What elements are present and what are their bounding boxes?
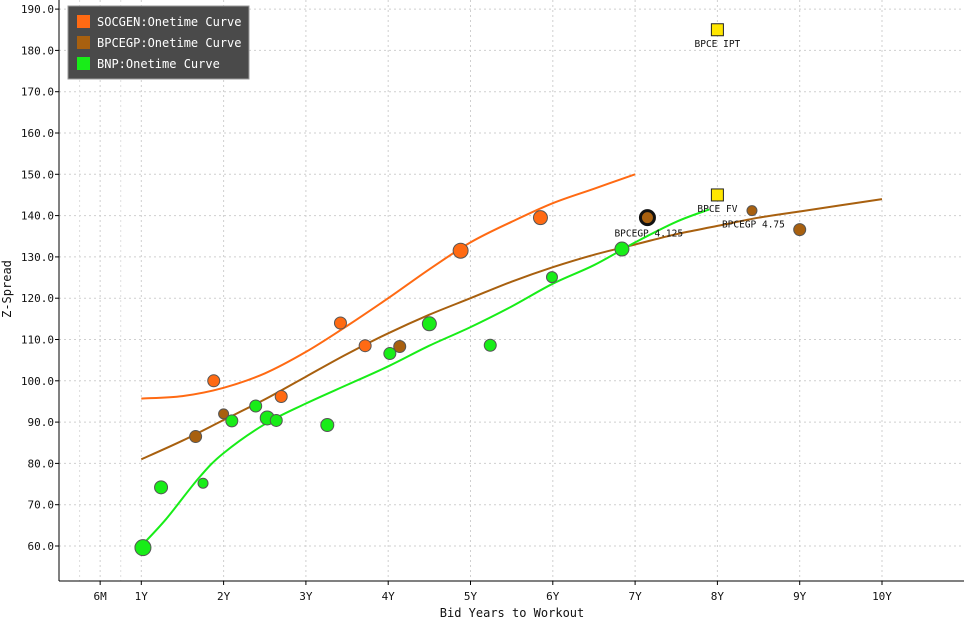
series-0-point[interactable] [532,210,548,226]
y-ticks: 60.0 70.0 80.0 90.0 100.0 110.0 120.0 130.0 140.… [21,3,59,553]
series-2-point[interactable] [269,413,283,427]
series-0-point[interactable] [358,339,372,353]
highlighted-point[interactable] [638,209,656,227]
bond-points [134,205,807,557]
fitted-curves [140,173,883,547]
y-tick-label: 60.0 [28,540,55,553]
series-2-point[interactable] [320,417,335,432]
marker-points: BPCE IPT BPCE FV [695,23,741,215]
x-tick-label: 6Y [546,590,560,603]
legend-swatch [77,15,90,28]
series-1-point[interactable] [218,408,230,420]
x-ticks: 6M 1Y 2Y 3Y 4Y 5Y 6Y 7Y 8Y 9Y 10Y [94,581,892,603]
grid [59,0,964,581]
x-tick-label: 4Y [382,590,396,603]
x-tick-label: 6M [94,590,108,603]
marker-square[interactable] [710,23,724,37]
series-2-point[interactable] [154,480,169,495]
legend-label: BNP:Onetime Curve [97,57,220,71]
legend: SOCGEN:Onetime Curve BPCEGP:Onetime Curve… [67,5,250,80]
curve-0 [141,173,636,400]
series-2-point[interactable] [614,241,630,257]
y-tick-label: 160.0 [21,127,54,140]
x-tick-label: 9Y [793,590,807,603]
curve-2 [140,208,710,547]
series-0-point[interactable] [207,374,221,388]
marker-label: BPCE FV [697,204,737,215]
annotations: BPCEGP 4.125 BPCEGP 4.75 [614,220,784,240]
legend-label: BPCEGP:Onetime Curve [97,36,242,50]
y-tick-label: 180.0 [21,44,54,57]
x-tick-label: 7Y [628,590,642,603]
y-tick-label: 110.0 [21,334,54,347]
series-0-point[interactable] [452,242,469,259]
series-2-point[interactable] [134,539,152,557]
series-2-point[interactable] [383,347,397,361]
y-tick-label: 130.0 [21,251,54,264]
y-tick-label: 90.0 [28,416,55,429]
series-2-point[interactable] [545,271,558,284]
legend-swatch [77,57,90,70]
y-tick-label: 150.0 [21,168,54,181]
curve-1 [140,198,883,461]
series-2-point[interactable] [421,316,437,332]
series-0-point[interactable] [274,389,288,403]
axes [58,0,964,582]
x-tick-label: 10Y [872,590,892,603]
legend-swatch [77,36,90,49]
marker-label: BPCE IPT [695,39,741,50]
x-tick-label: 3Y [299,590,313,603]
series-2-point[interactable] [483,338,497,352]
y-tick-label: 140.0 [21,210,54,223]
series-1-point[interactable] [793,223,807,237]
series-2-point[interactable] [197,477,209,489]
series-1-point[interactable] [189,430,203,444]
legend-label: SOCGEN:Onetime Curve [97,15,242,29]
marker-square[interactable] [710,188,724,202]
y-tick-label: 100.0 [21,375,54,388]
x-tick-label: 2Y [217,590,231,603]
legend-box [67,5,250,80]
series-0-point[interactable] [333,316,347,330]
y-tick-label: 70.0 [28,499,55,512]
x-axis-title: Bid Years to Workout [440,606,585,620]
y-axis-title: Z-Spread [0,260,14,318]
x-tick-label: 5Y [464,590,478,603]
x-tick-label: 1Y [135,590,149,603]
legend-items: SOCGEN:Onetime Curve BPCEGP:Onetime Curve… [77,15,242,71]
series-2-point[interactable] [249,399,263,413]
y-tick-label: 190.0 [21,3,54,16]
y-tick-label: 80.0 [28,457,55,470]
x-tick-label: 8Y [711,590,725,603]
y-tick-label: 120.0 [21,292,54,305]
series-1-point[interactable] [393,340,407,354]
point-annotation: BPCEGP 4.75 [722,220,785,231]
y-tick-label: 170.0 [21,86,54,99]
series-2-point[interactable] [225,414,239,428]
series-1-point[interactable] [746,205,758,217]
point-annotation: BPCEGP 4.125 [614,229,683,240]
